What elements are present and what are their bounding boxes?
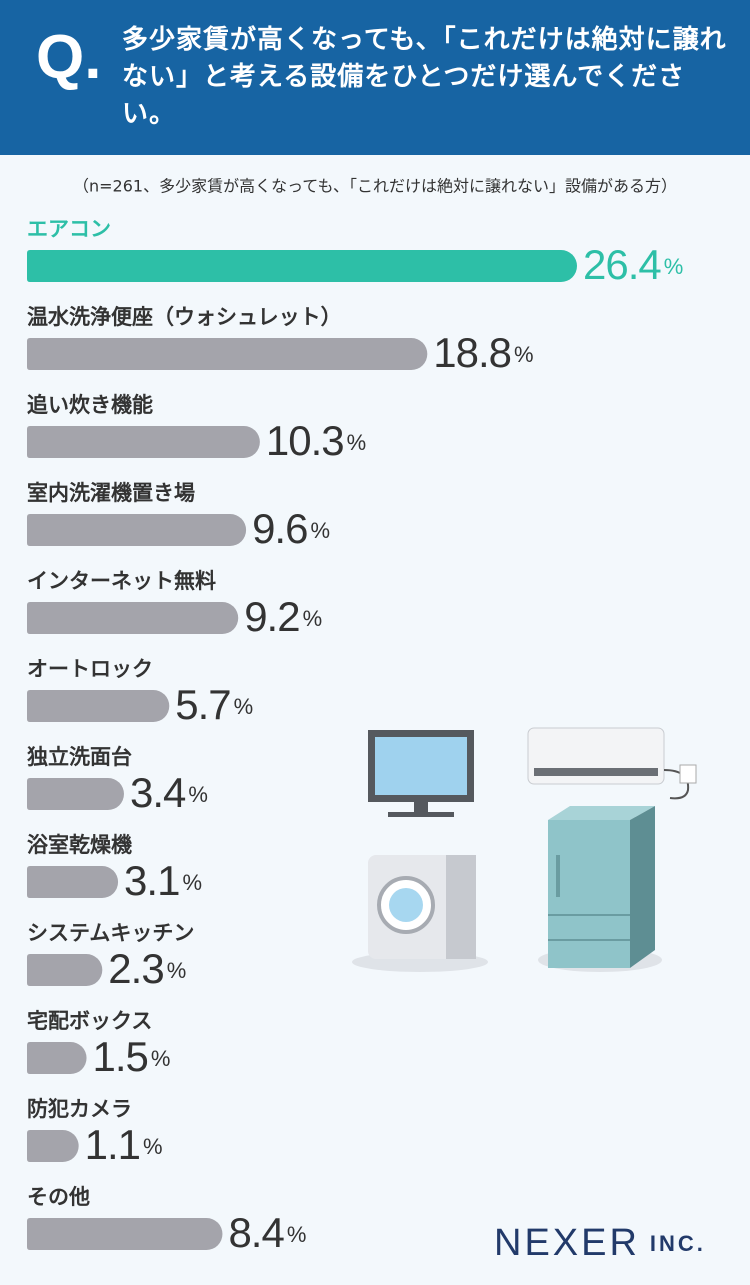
category-label: オートロック <box>27 657 153 681</box>
value-label: 10.3% <box>266 417 366 464</box>
bar <box>27 690 170 722</box>
category-label: インターネット無料 <box>27 569 216 593</box>
value-unit: % <box>188 782 207 807</box>
bar <box>27 250 577 282</box>
value-unit: % <box>167 958 186 983</box>
tv-screen <box>375 737 467 795</box>
category-label: 宅配ボックス <box>27 1009 152 1033</box>
value-label: 1.1% <box>85 1121 162 1168</box>
value-unit: % <box>234 694 253 719</box>
value-unit: % <box>182 870 201 895</box>
value-number: 5.7 <box>175 681 230 728</box>
bar <box>27 338 428 370</box>
value-label: 9.2% <box>244 593 321 640</box>
fridge-handle <box>556 855 560 897</box>
value-number: 2.3 <box>108 945 163 992</box>
outlet <box>679 764 697 784</box>
bar <box>27 954 103 986</box>
value-unit: % <box>303 606 322 631</box>
question-mark: Q. <box>36 23 102 92</box>
value-number: 18.8 <box>433 329 511 376</box>
illustration <box>352 727 697 972</box>
value-label: 9.6% <box>252 505 329 552</box>
logo-suffix: INC. <box>650 1231 706 1256</box>
question-text: 多少家賃が高くなっても、「これだけは絶対に譲れない」と考える設備をひとつだけ選ん… <box>122 25 727 129</box>
value-label: 3.1% <box>124 857 201 904</box>
washer-window <box>389 888 423 922</box>
fridge-front <box>548 820 630 968</box>
value-number: 1.5 <box>93 1033 148 1080</box>
value-number: 3.4 <box>130 769 186 816</box>
category-label: エアコン <box>27 217 111 241</box>
fridge-side <box>630 806 655 968</box>
ac-vent <box>534 768 658 776</box>
value-label: 5.7% <box>175 681 252 728</box>
category-label: 浴室乾燥機 <box>27 833 132 857</box>
value-label: 26.4% <box>583 241 683 288</box>
category-label: 室内洗濯機置き場 <box>27 481 195 505</box>
category-label: 温水洗浄便座（ウォシュレット） <box>27 305 342 329</box>
value-label: 2.3% <box>108 945 185 992</box>
value-number: 1.1 <box>85 1121 140 1168</box>
value-number: 9.6 <box>252 505 307 552</box>
bar <box>27 426 260 458</box>
value-number: 26.4 <box>583 241 661 288</box>
bar <box>27 1042 87 1074</box>
value-label: 18.8% <box>433 329 533 376</box>
value-label: 3.4% <box>130 769 207 816</box>
value-unit: % <box>347 430 366 455</box>
bar <box>27 866 119 898</box>
tv-stand <box>414 802 428 812</box>
value-label: 8.4% <box>228 1209 305 1256</box>
category-label: 追い炊き機能 <box>27 393 153 417</box>
value-unit: % <box>287 1222 306 1247</box>
bar <box>27 778 124 810</box>
value-number: 10.3 <box>266 417 344 464</box>
logo: NEXER INC. <box>494 1222 706 1264</box>
chart-subtitle: （n=261、多少家賃が高くなっても、「これだけは絶対に譲れない」設備がある方） <box>73 177 677 196</box>
value-label: 1.5% <box>93 1033 170 1080</box>
value-number: 9.2 <box>244 593 299 640</box>
category-label: 防犯カメラ <box>27 1097 132 1121</box>
value-unit: % <box>664 254 683 279</box>
ac-cable <box>663 769 690 800</box>
value-unit: % <box>151 1046 170 1071</box>
bar <box>27 1130 79 1162</box>
logo-name: NEXER <box>494 1222 640 1264</box>
header: Q. 多少家賃が高くなっても、「これだけは絶対に譲れない」と考える設備をひとつだ… <box>0 0 750 155</box>
washer-side <box>446 855 476 959</box>
category-label: 独立洗面台 <box>27 745 132 769</box>
bar <box>27 602 239 634</box>
bar <box>27 1218 223 1250</box>
bar <box>27 514 247 546</box>
value-unit: % <box>143 1134 162 1159</box>
tv-base <box>388 812 454 817</box>
value-number: 3.1 <box>124 857 179 904</box>
chart: （n=261、多少家賃が高くなっても、「これだけは絶対に譲れない」設備がある方）… <box>27 177 706 1264</box>
fridge-top <box>548 806 655 820</box>
value-unit: % <box>310 518 329 543</box>
category-label: その他 <box>27 1185 90 1209</box>
value-number: 8.4 <box>228 1209 284 1256</box>
category-label: システムキッチン <box>27 921 194 945</box>
value-unit: % <box>514 342 533 367</box>
